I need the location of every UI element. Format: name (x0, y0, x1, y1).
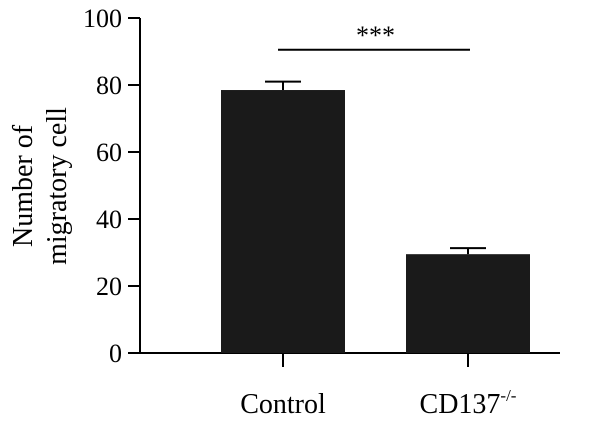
significance-annotation: *** (278, 21, 470, 51)
x-tick-label: CD137-/- (420, 386, 517, 420)
y-tick-label: 100 (83, 4, 122, 33)
y-tick-label: 20 (96, 272, 122, 301)
y-axis-label-line-2: migratory cell (42, 107, 73, 265)
y-tick-label: 60 (96, 138, 122, 167)
bars (221, 90, 530, 354)
error-bars (265, 80, 486, 255)
y-tick-label: 40 (96, 205, 122, 234)
y-tick-label: 0 (109, 339, 122, 368)
significance-label: *** (356, 21, 395, 50)
y-axis-label-line-1: Number of (8, 124, 39, 247)
y-axis-label: Number of migratory cell (8, 107, 73, 265)
y-axis-ticks: 0 20 40 60 80 100 (83, 4, 140, 368)
x-tick-label: Control (240, 389, 326, 420)
bar (406, 254, 530, 353)
bar (221, 90, 345, 354)
x-axis-ticks: Control CD137-/- (240, 353, 517, 420)
y-tick-label: 80 (96, 71, 122, 100)
